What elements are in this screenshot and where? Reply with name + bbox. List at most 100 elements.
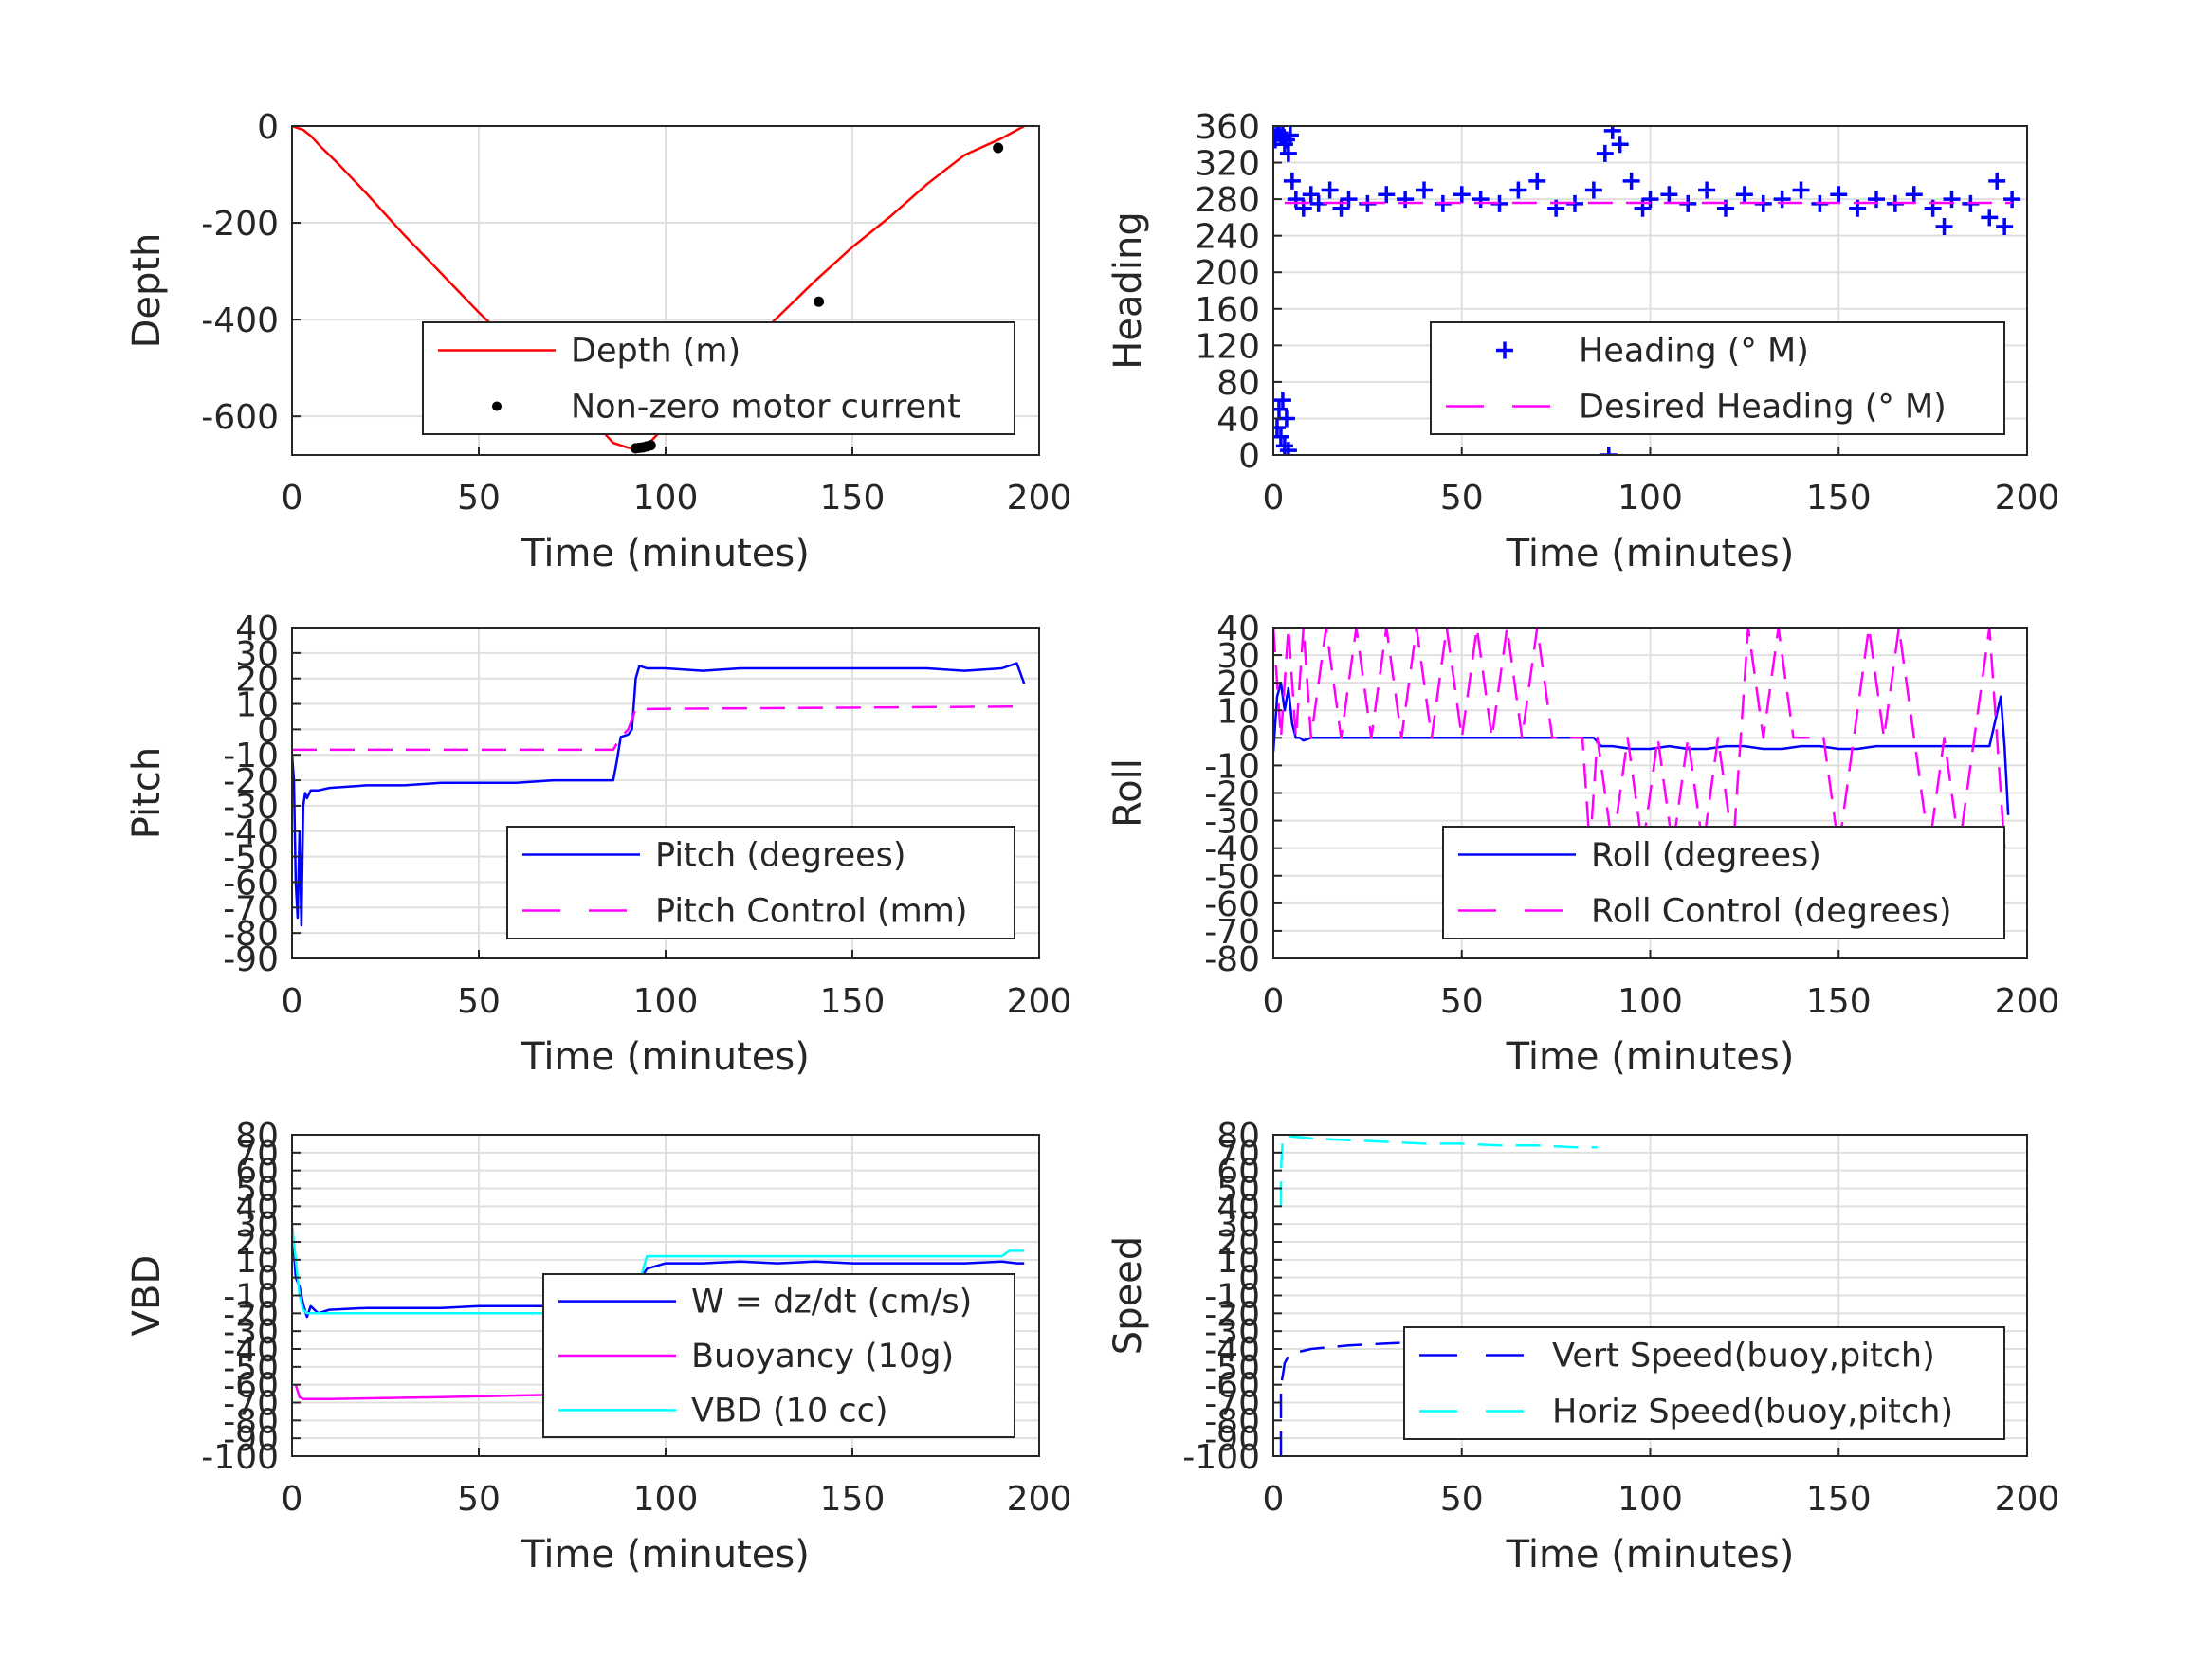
y-tick-label: -90 (223, 940, 279, 979)
y-tick-label: -100 (1182, 1438, 1260, 1477)
series-2-1-point (1641, 191, 1659, 209)
series-2-1-point (1943, 191, 1961, 209)
series-2-1-point (1660, 186, 1678, 204)
y-tick-label: -80 (223, 915, 279, 954)
chart-panel-1: 0 50 100 150 200 -600 -400 -200 0 Time (minutes) D… (125, 108, 1071, 575)
x-tick-label: 200 (1995, 1480, 2060, 1519)
series-2-1-point (1273, 392, 1291, 410)
x-tick-label: 0 (1263, 479, 1285, 518)
y-tick-label: 0 (257, 1260, 279, 1299)
y-tick-label: -30 (223, 1313, 279, 1352)
y-tick-label: 10 (235, 686, 279, 725)
series-2-1-point (1773, 191, 1791, 209)
y-tick-label: -50 (223, 1349, 279, 1388)
y-tick-label: 320 (1195, 145, 1260, 184)
y-tick-label: 40 (1216, 1188, 1260, 1227)
x-tick-label: 0 (1263, 1480, 1285, 1519)
y-tick-label: -60 (1204, 1367, 1260, 1406)
series-2-1-point (1584, 181, 1602, 199)
y-tick-label: 50 (235, 1171, 279, 1210)
series-2-1-point (1302, 186, 1320, 204)
y-tick-label: -50 (1204, 1349, 1260, 1388)
y-tick-label: 60 (1216, 1153, 1260, 1192)
series-2-1-point (1273, 428, 1289, 446)
x-tick-label: 0 (282, 1480, 303, 1519)
x-tick-label: 0 (282, 479, 303, 518)
series-1-2-point (645, 440, 656, 451)
series-2-1-point (1340, 191, 1358, 209)
chart-panel-2: 0 50 100 150 20004080120160200240280320360Ti… (1106, 108, 2059, 575)
series-2-1-point (1735, 186, 1753, 204)
y-tick-label: 360 (1195, 108, 1260, 147)
series-2-1-point (1453, 186, 1471, 204)
legend: W = dz/dt (cm/s) Buoyancy (10g) VBD (10 cc… (542, 1273, 1015, 1438)
y-tick-label: 20 (1216, 1224, 1260, 1263)
y-tick-label: -50 (223, 839, 279, 878)
x-tick-label: 150 (1806, 479, 1872, 518)
y-tick-label: 30 (235, 635, 279, 674)
legend-label: Pitch (degrees) (655, 837, 906, 875)
x-tick-label: 50 (457, 479, 501, 518)
y-tick-label: 0 (1238, 1260, 1260, 1299)
series-6-1-line (1279, 1339, 1598, 1456)
y-tick-label: -80 (1204, 1402, 1260, 1441)
y-axis-label: Speed (1106, 1236, 1150, 1355)
x-tick-label: 200 (1007, 982, 1072, 1021)
series-1-2-point (814, 296, 825, 307)
y-tick-label: -90 (1204, 1420, 1260, 1459)
legend-label: Horiz Speed(buoy,pitch) (1552, 1394, 1953, 1431)
x-tick-label: 100 (1618, 982, 1683, 1021)
x-tick-label: 50 (457, 982, 501, 1021)
y-tick-label: 10 (1216, 692, 1260, 731)
series-2-1-point (2003, 191, 2021, 209)
y-tick-label: 60 (235, 1153, 279, 1192)
x-tick-label: 100 (633, 1480, 699, 1519)
series-2-1-point (1611, 136, 1629, 154)
x-tick-label: 200 (1007, 1480, 1072, 1519)
series-2-1-point (1472, 191, 1490, 209)
y-tick-label: -90 (223, 1420, 279, 1459)
x-tick-label: 50 (1440, 1480, 1484, 1519)
y-tick-label: 10 (1216, 1242, 1260, 1281)
x-tick-label: 150 (1806, 982, 1872, 1021)
y-axis-label: Heading (1106, 211, 1150, 369)
y-tick-label: -60 (1204, 885, 1260, 924)
series-2-1-point (1596, 144, 1614, 162)
y-tick-label: 20 (1216, 665, 1260, 703)
y-tick-label: -60 (223, 864, 279, 902)
y-tick-label: 30 (235, 1206, 279, 1245)
x-tick-label: 150 (1806, 1480, 1872, 1519)
y-tick-label: -80 (223, 1402, 279, 1441)
y-tick-label: -70 (1204, 913, 1260, 952)
y-tick-label: 40 (1216, 610, 1260, 648)
y-tick-label: 30 (1216, 637, 1260, 676)
y-tick-label: -100 (201, 1438, 279, 1477)
y-tick-label: -70 (1204, 1385, 1260, 1424)
series-2-1-point (1509, 181, 1527, 199)
series-2-1-point (1273, 419, 1286, 437)
y-tick-label: -70 (223, 1385, 279, 1424)
y-tick-label: 280 (1195, 181, 1260, 220)
legend-label: Roll Control (degrees) (1591, 893, 1952, 931)
series-2-1-point (1603, 126, 1621, 139)
x-tick-label: 100 (633, 982, 699, 1021)
y-tick-label: -40 (1204, 830, 1260, 869)
x-tick-label: 100 (1618, 1480, 1683, 1519)
series-2-1-point (1792, 181, 1810, 199)
legend-label: Desired Heading (° M) (1579, 389, 1947, 427)
x-tick-label: 0 (1263, 982, 1285, 1021)
chart-panel-6: 0 50 100 150 200-100-90-80-70-60-50-40-30-20… (1106, 1117, 2059, 1577)
series-2-1-point (1281, 126, 1299, 144)
y-tick-label: -20 (1204, 1295, 1260, 1334)
y-tick-label: 120 (1195, 327, 1260, 366)
series-2-1-point (1283, 172, 1301, 190)
series-2-1-point (1416, 181, 1433, 199)
series-2-1-point (1905, 186, 1923, 204)
x-tick-label: 150 (820, 1480, 886, 1519)
series-2-1-point (1830, 186, 1848, 204)
y-tick-label: 240 (1195, 218, 1260, 257)
chart-panel-5: 0 50 100 150 200-100-90-80-70-60-50-40-30-20… (125, 1117, 1071, 1577)
y-tick-label: -20 (223, 1295, 279, 1334)
y-tick-label: -10 (223, 1278, 279, 1317)
series-2-1-point (1935, 218, 1953, 236)
